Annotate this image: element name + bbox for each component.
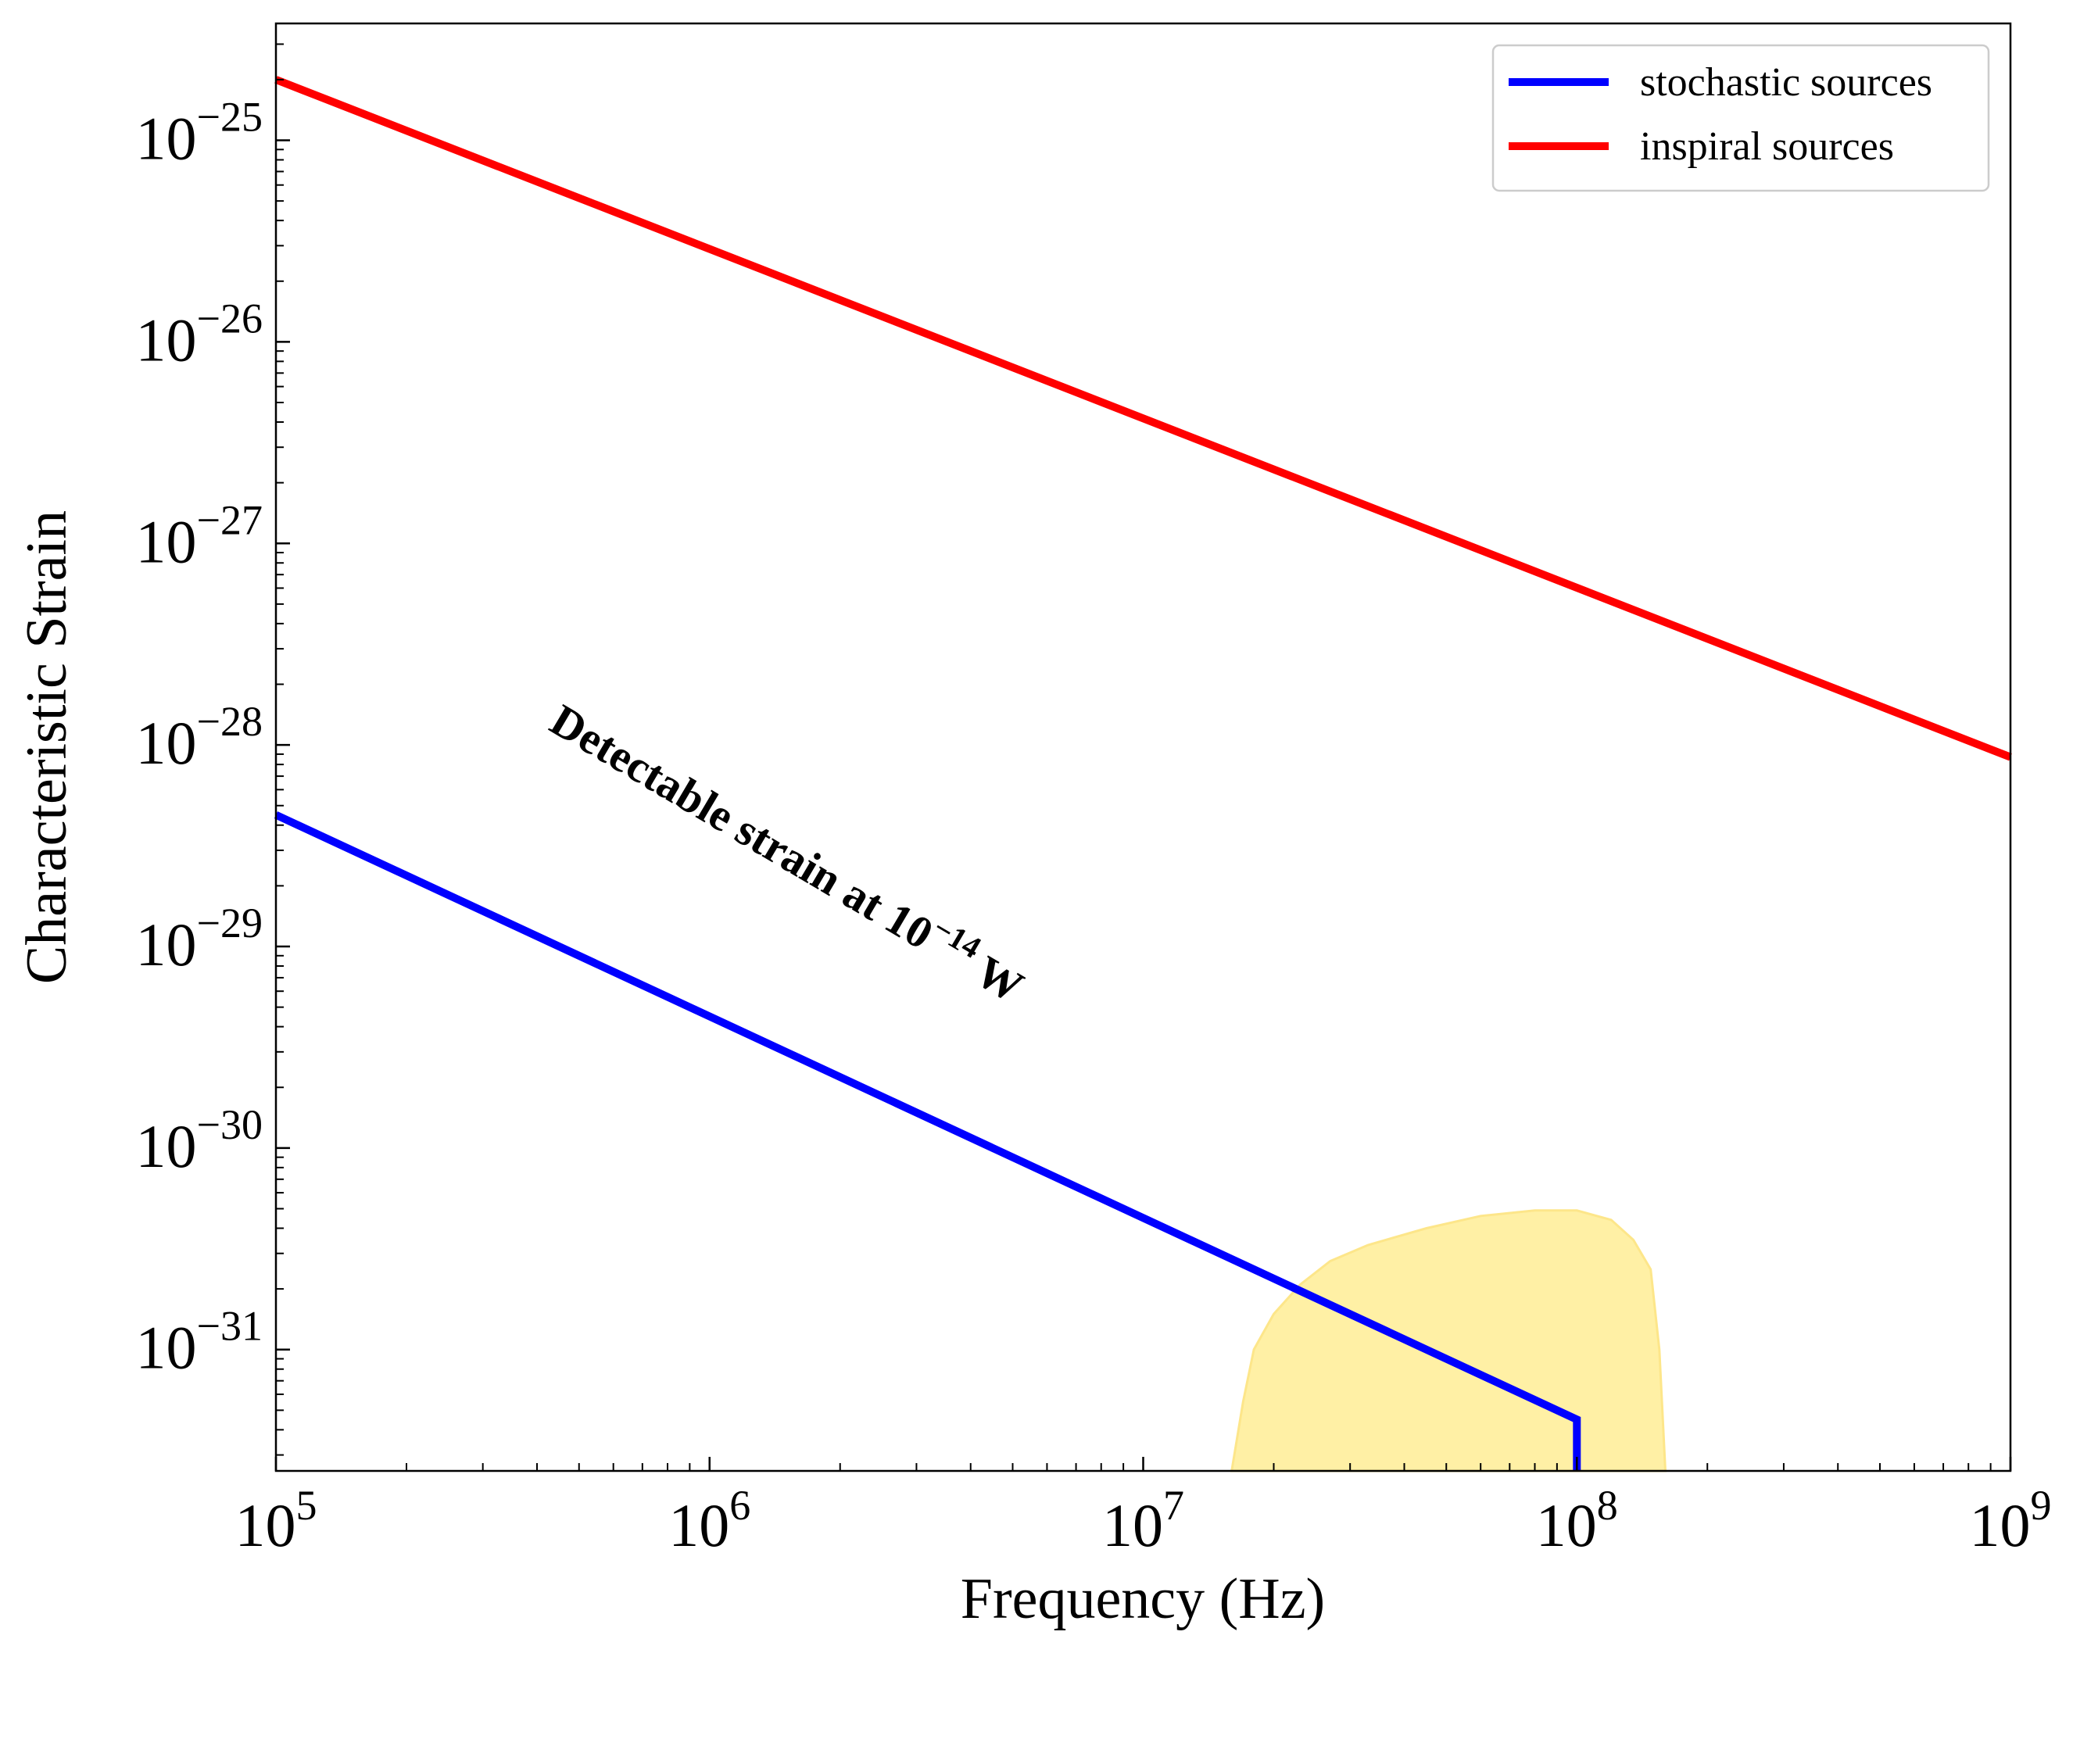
- y-tick-label: 10−26: [136, 295, 263, 374]
- x-tick-label: 106: [668, 1482, 750, 1559]
- x-tick-label: 108: [1536, 1482, 1618, 1559]
- x-tick-label: 105: [235, 1482, 317, 1559]
- x-tick-label: 109: [1970, 1482, 2052, 1559]
- legend-label-stochastic: stochastic sources: [1640, 60, 1932, 105]
- y-axis-ticks: 10−25 10−26 10−27 10−28 10−29 10−30 10−31: [136, 43, 290, 1456]
- annotation-layer: Detectable strain at 10−14 W: [542, 689, 1035, 1012]
- detectable-region-layer: [1230, 1209, 1667, 1472]
- y-tick-label: 10−27: [136, 496, 263, 575]
- y-axis-label: Characteristic Strain: [15, 510, 79, 984]
- series-layer: [274, 76, 2012, 1471]
- x-axis-label: Frequency (Hz): [961, 1567, 1325, 1631]
- y-tick-label: 10−25: [136, 94, 263, 173]
- series-line-stochastic: [274, 811, 1581, 1471]
- annotation-label: Detectable strain at 10−14 W: [542, 689, 1035, 1012]
- legend: stochastic sources inspiral sources: [1491, 44, 1990, 192]
- detectable-region: [1230, 1209, 1667, 1472]
- y-tick-label: 10−30: [136, 1101, 263, 1180]
- y-tick-label: 10−28: [136, 698, 263, 777]
- y-tick-label: 10−31: [136, 1303, 263, 1382]
- plot-frame: [274, 22, 2012, 1472]
- legend-label-inspiral: inspiral sources: [1640, 124, 1894, 169]
- x-axis-ticks: 105 106 107 108 109: [235, 1457, 2052, 1559]
- series-line-inspiral: [274, 76, 2012, 761]
- legend-box: [1491, 44, 1990, 192]
- y-tick-label: 10−29: [136, 900, 263, 979]
- x-tick-label: 107: [1102, 1482, 1184, 1559]
